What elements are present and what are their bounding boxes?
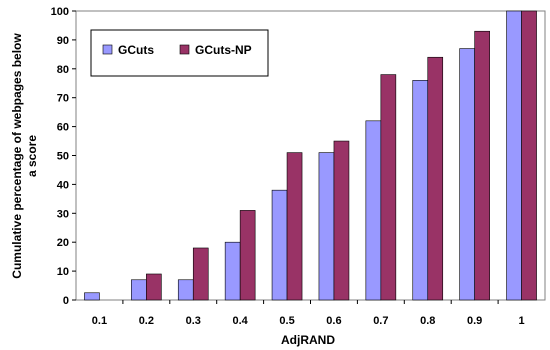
- y-tick-label: 0: [63, 295, 69, 307]
- bar-gcuts-0.4: [224, 241, 241, 301]
- bar-gcuts-np-0.6: [333, 140, 350, 301]
- legend: GCuts GCuts-NP: [90, 29, 269, 77]
- bar-gcuts-np-1: [521, 10, 537, 301]
- x-tick-label: 1: [518, 315, 524, 327]
- bar-gcuts-np-0.2: [146, 273, 162, 301]
- plot-area: 0 10 20 30 40 50 60 70 80 90 100 0.1 0.2 0.3 0.4 0.5 0.6…: [51, 6, 546, 327]
- x-tick-label: 0.3: [186, 315, 201, 327]
- bar-gcuts-0.2: [131, 279, 147, 301]
- y-tick-label: 40: [57, 179, 69, 191]
- x-tick-label: 0.8: [420, 315, 435, 327]
- y-tick-label: 100: [51, 6, 69, 18]
- bar-gcuts-np-0.4: [239, 210, 256, 301]
- bar-gcuts-np-0.7: [380, 74, 397, 301]
- y-axis-title-line-1: Cumulative percentage of webpages below: [10, 33, 24, 279]
- legend-swatch: [179, 44, 190, 55]
- bar-gcuts-0.9: [459, 48, 475, 301]
- x-tick-label: 0.2: [139, 315, 154, 327]
- bar-gcuts-np-0.8: [427, 56, 444, 301]
- bar-gcuts-0.5: [271, 189, 288, 301]
- y-tick-label: 20: [57, 237, 69, 249]
- x-tick-label: 0.4: [233, 315, 249, 327]
- y-axis-title: Cumulative percentage of webpages below …: [10, 33, 39, 279]
- bar-gcuts-1: [506, 10, 522, 301]
- legend-label: GCuts-NP: [195, 43, 252, 57]
- x-tick-label: 0.1: [92, 315, 107, 327]
- legend-swatch: [102, 44, 113, 55]
- x-tick-label: 0.7: [373, 315, 388, 327]
- y-tick-label: 70: [57, 93, 69, 105]
- y-tick-label: 60: [57, 122, 69, 134]
- bar-gcuts-np-0.9: [474, 30, 490, 301]
- y-axis-title-line-2: a score: [25, 135, 39, 177]
- legend-box: [90, 29, 269, 77]
- y-tick-label: 10: [57, 266, 69, 278]
- bar-gcuts-0.3: [177, 279, 194, 301]
- bar-gcuts-np-0.5: [286, 152, 303, 301]
- bar-gcuts-0.7: [365, 120, 382, 301]
- x-tick-label: 0.6: [326, 315, 341, 327]
- x-tick-label: 0.5: [279, 315, 294, 327]
- bar-gcuts-0.6: [318, 152, 335, 301]
- bar-gcuts-np-0.3: [192, 247, 209, 301]
- y-tick-label: 30: [57, 208, 69, 220]
- bar-gcuts-0.8: [412, 80, 429, 301]
- y-tick-label: 50: [57, 151, 69, 163]
- y-tick-label: 80: [57, 64, 69, 76]
- bar-gcuts-0.1: [84, 292, 100, 301]
- legend-label: GCuts: [118, 43, 154, 57]
- y-tick-label: 90: [57, 35, 69, 47]
- x-tick-label: 0.9: [467, 315, 482, 327]
- x-axis-title: AdjRAND: [281, 333, 335, 347]
